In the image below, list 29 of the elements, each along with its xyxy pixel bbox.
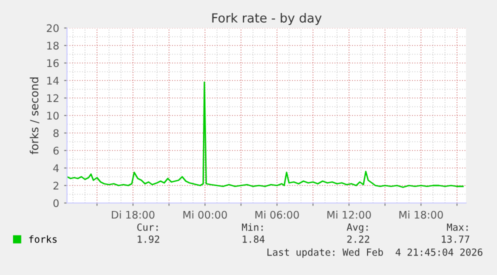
- y-tick-label: 4: [53, 164, 59, 172]
- x-tick-label: Di 18:00: [112, 210, 154, 219]
- y-tick-label: 20: [46, 24, 59, 32]
- text: 1.84: [242, 235, 265, 243]
- chart-title: Fork rate - by day: [212, 12, 322, 26]
- y-tick-label: 16: [47, 59, 59, 68]
- y-tick-label: 6: [53, 146, 59, 155]
- text: Min:: [242, 223, 263, 231]
- text: Max:: [446, 224, 468, 231]
- text: 1.92: [138, 235, 160, 243]
- text: Avg:: [346, 224, 368, 233]
- y-tick-label: 14: [47, 76, 59, 84]
- y-tick-label: 18: [47, 42, 59, 50]
- text: Last update: Wed Feb 4 21:45:04 2026: [267, 248, 482, 258]
- y-tick-label: 12: [47, 94, 58, 102]
- text: 13.77: [442, 235, 470, 243]
- x-tick-label: Mi 12:00: [327, 210, 371, 219]
- y-tick-label: 10: [47, 112, 59, 120]
- line-series: [67, 82, 464, 188]
- y-tick-label: 0: [53, 199, 59, 208]
- legend-label: forks: [29, 235, 57, 243]
- text: Cur:: [137, 223, 158, 231]
- x-tick-label: Mi 00:00: [183, 210, 227, 219]
- x-tick-label: Mi 06:00: [255, 210, 299, 219]
- x-tick-label: Mi 18:00: [399, 210, 443, 219]
- y-tick-label: 8: [53, 129, 59, 138]
- y-tick-label: 2: [53, 182, 58, 190]
- y-axis-title: forks / second: [30, 78, 40, 154]
- text: 2.22: [347, 235, 370, 243]
